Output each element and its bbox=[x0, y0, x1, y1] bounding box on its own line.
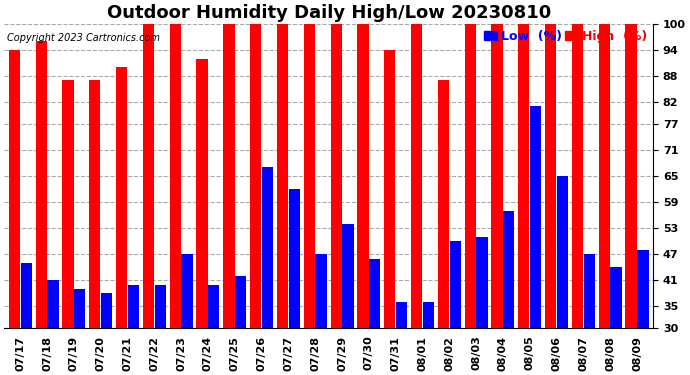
Bar bbox=[262, 167, 273, 328]
Bar bbox=[396, 302, 407, 328]
Title: Outdoor Humidity Daily High/Low 20230810: Outdoor Humidity Daily High/Low 20230810 bbox=[106, 4, 551, 22]
Bar bbox=[181, 254, 193, 328]
Bar bbox=[342, 224, 353, 328]
Bar bbox=[288, 189, 300, 328]
Bar bbox=[491, 24, 503, 328]
Bar bbox=[450, 241, 461, 328]
Bar bbox=[315, 254, 327, 328]
Bar bbox=[116, 67, 127, 328]
Bar bbox=[638, 250, 649, 328]
Bar bbox=[48, 280, 59, 328]
Bar bbox=[464, 24, 476, 328]
Bar bbox=[197, 58, 208, 328]
Bar bbox=[21, 263, 32, 328]
Bar bbox=[411, 24, 422, 328]
Bar bbox=[143, 24, 154, 328]
Bar bbox=[304, 24, 315, 328]
Bar bbox=[208, 285, 219, 328]
Bar bbox=[170, 24, 181, 328]
Bar bbox=[503, 211, 515, 328]
Bar bbox=[476, 237, 488, 328]
Bar bbox=[89, 80, 101, 328]
Bar bbox=[224, 24, 235, 328]
Bar bbox=[277, 24, 288, 328]
Bar bbox=[572, 24, 583, 328]
Bar bbox=[9, 50, 20, 328]
Bar bbox=[155, 285, 166, 328]
Bar bbox=[437, 80, 449, 328]
Bar bbox=[584, 254, 595, 328]
Bar bbox=[369, 258, 380, 328]
Bar bbox=[235, 276, 246, 328]
Text: Copyright 2023 Cartronics.com: Copyright 2023 Cartronics.com bbox=[8, 33, 160, 43]
Bar bbox=[250, 24, 262, 328]
Bar bbox=[357, 24, 368, 328]
Bar bbox=[530, 106, 541, 328]
Bar bbox=[599, 24, 610, 328]
Bar bbox=[545, 24, 556, 328]
Legend: Low  (%), High  (%): Low (%), High (%) bbox=[484, 30, 647, 43]
Bar bbox=[384, 50, 395, 328]
Bar bbox=[101, 293, 112, 328]
Bar bbox=[557, 176, 568, 328]
Bar bbox=[626, 24, 637, 328]
Bar bbox=[74, 289, 86, 328]
Bar bbox=[62, 80, 74, 328]
Bar bbox=[518, 24, 529, 328]
Bar bbox=[611, 267, 622, 328]
Bar bbox=[36, 41, 47, 328]
Bar bbox=[128, 285, 139, 328]
Bar bbox=[423, 302, 434, 328]
Bar bbox=[331, 24, 342, 328]
